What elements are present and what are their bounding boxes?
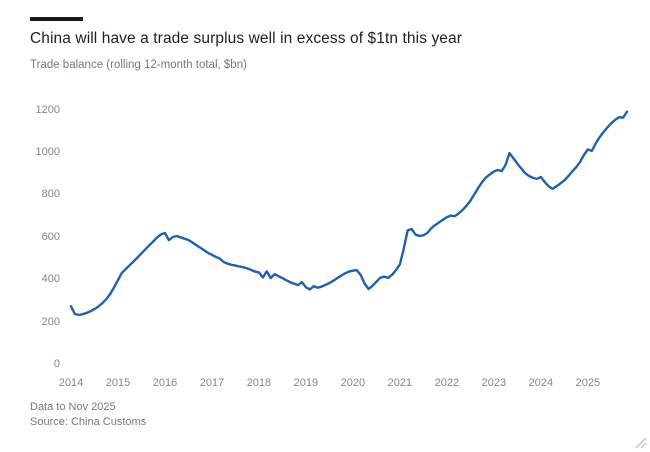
x-axis-tick-label: 2017 <box>199 377 225 389</box>
y-axis-tick-label: 600 <box>41 230 60 243</box>
chart-title: China will have a trade surplus well in … <box>30 30 462 47</box>
chart-subtitle: Trade balance (rolling 12-month total, $… <box>30 59 247 71</box>
x-axis-tick-label: 2018 <box>246 377 272 389</box>
y-axis-tick-label: 0 <box>53 358 60 370</box>
y-axis-tick-label: 800 <box>41 188 60 201</box>
trade-balance-line-series <box>69 110 629 317</box>
x-axis-tick-label: 2022 <box>434 377 460 389</box>
x-axis-tick-label: 2024 <box>528 377 554 389</box>
x-axis-tick-label: 2025 <box>575 377 601 389</box>
x-axis-tick-label: 2015 <box>105 377 131 389</box>
title-accent-bar <box>30 17 83 21</box>
y-axis-tick-label: 200 <box>41 315 60 328</box>
x-axis-tick-label: 2023 <box>481 377 507 389</box>
x-axis-tick-label: 2014 <box>58 377 84 389</box>
x-axis-tick-label: 2021 <box>387 377 413 389</box>
y-axis-tick-label: 1200 <box>35 103 60 116</box>
source-note: Source: China Customs <box>30 416 147 428</box>
resize-handle-icon[interactable] <box>633 435 647 449</box>
data-note: Data to Nov 2025 <box>30 401 116 413</box>
y-axis-tick-label: 1000 <box>35 146 60 158</box>
x-axis-tick-label: 2016 <box>152 377 178 389</box>
x-axis-tick-label: 2019 <box>293 377 319 389</box>
y-axis-tick-label: 400 <box>41 273 60 286</box>
x-axis-tick-label: 2020 <box>340 377 366 389</box>
